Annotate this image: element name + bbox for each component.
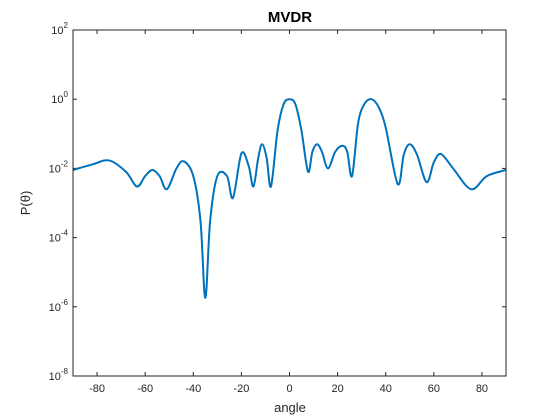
y-tick-label: 10-4 <box>49 229 69 245</box>
x-tick-label: -60 <box>137 383 153 395</box>
x-axis-label: angle <box>274 400 306 415</box>
y-tick-label: 10-6 <box>49 298 69 314</box>
x-tick-label: 0 <box>286 383 292 395</box>
x-tick-label: 60 <box>428 383 440 395</box>
x-tick-label: -20 <box>233 383 249 395</box>
y-axis-label: P(θ) <box>18 191 33 216</box>
x-tick-label: -40 <box>185 383 201 395</box>
axes-box <box>72 29 507 377</box>
plot-area <box>73 30 506 376</box>
chart-title: MVDR <box>268 9 312 26</box>
y-tick-label: 100 <box>51 90 68 106</box>
x-tick-label: 20 <box>331 383 343 395</box>
x-tick-label: 80 <box>476 383 488 395</box>
x-tick-label: 40 <box>380 383 392 395</box>
x-tick-label: -80 <box>89 383 105 395</box>
y-tick-label: 10-8 <box>49 367 69 383</box>
y-tick-label: 102 <box>51 21 68 37</box>
line-series <box>72 98 507 299</box>
y-tick-label: 10-2 <box>49 159 69 175</box>
